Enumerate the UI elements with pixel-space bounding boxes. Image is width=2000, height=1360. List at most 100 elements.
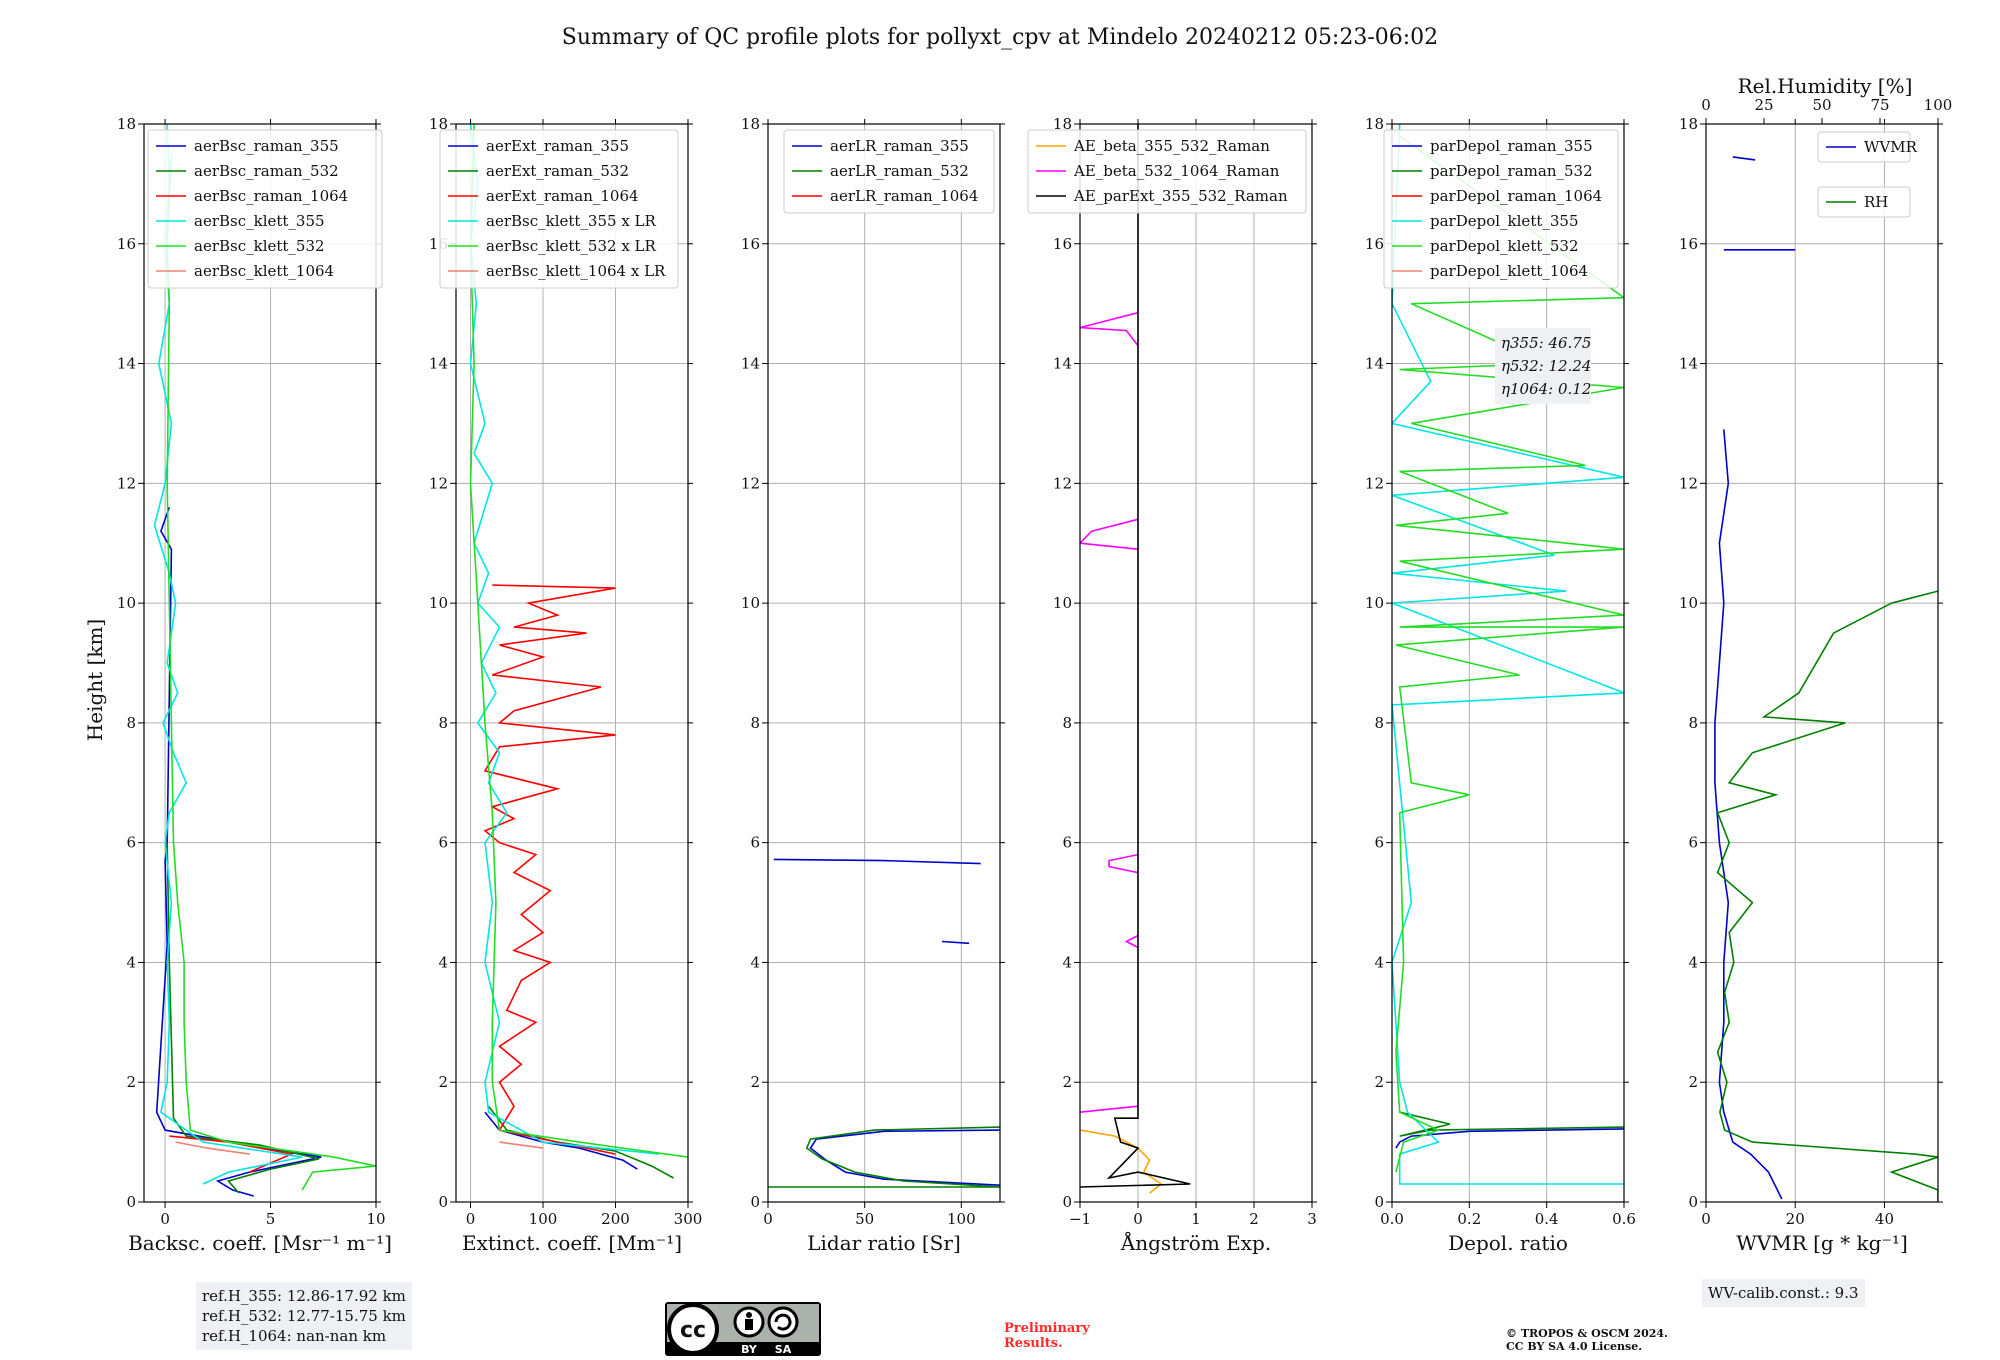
x-axis-label: WVMR [g * kg⁻¹]	[1736, 1231, 1908, 1255]
series-line-ae-beta-532-1064-raman	[1080, 1105, 1139, 1113]
x-axis-label: Extinct. coeff. [Mm⁻¹]	[462, 1231, 682, 1255]
rh-axis-label: Rel.Humidity [%]	[1738, 74, 1913, 98]
rh-tick-label: 100	[1924, 96, 1953, 114]
legend-entry: aerBsc_klett_532 x LR	[486, 237, 657, 255]
series-line-ae-parext-355-532-raman	[1080, 124, 1191, 1188]
series-line-aerlr-raman-532	[805, 1126, 1000, 1188]
y-tick-label: 0	[750, 1193, 760, 1211]
x-tick-label: 2	[1249, 1210, 1259, 1228]
y-tick-label: 10	[429, 594, 448, 612]
series-line-aerbsc-klett-1064-x-lr	[499, 1141, 544, 1149]
x-axis-label: Lidar ratio [Sr]	[807, 1231, 961, 1255]
y-tick-label: 4	[438, 953, 448, 971]
x-tick-label: 40	[1875, 1210, 1894, 1228]
plot-frame	[767, 123, 1001, 1203]
ref-height-532: ref.H_532: 12.77-15.75 km	[202, 1307, 406, 1325]
y-tick-label: 14	[1679, 355, 1698, 373]
panel-wvmr: 0 20 40 0 2 4 6 8 10 12 14 16 18 WVMR [g * kg⁻¹] WVMR R…	[1679, 115, 1943, 1255]
y-tick-label: 4	[1374, 953, 1384, 971]
y-tick-label: 18	[1679, 115, 1698, 133]
figure-title: Summary of QC profile plots for pollyxt_…	[562, 25, 1438, 50]
license-by: BY	[741, 1343, 758, 1356]
legend-entry: aerBsc_klett_355 x LR	[486, 212, 657, 230]
legend-entry: aerExt_raman_532	[486, 162, 629, 180]
y-tick-label: 14	[741, 355, 760, 373]
series-line-aerlr-raman-355	[809, 1129, 1000, 1186]
eta-532: η532: 12.24	[1501, 357, 1591, 375]
cc-license-badge: cc BY SA	[665, 1302, 821, 1356]
legend-entry: AE_beta_532_1064_Raman	[1073, 162, 1280, 180]
legend-entry: parDepol_raman_1064	[1430, 187, 1602, 205]
legend-entry: aerBsc_klett_1064 x LR	[486, 262, 666, 280]
x-tick-label: 5	[266, 1210, 276, 1228]
y-tick-label: 10	[117, 594, 136, 612]
x-tick-label: 300	[674, 1210, 703, 1228]
legend-entry: aerBsc_klett_532	[194, 237, 325, 255]
series-line-pardepol-klett-532	[1395, 135, 1624, 1173]
series-line-ae-beta-532-1064-raman	[1108, 853, 1139, 874]
series-line-aerext-raman-355	[484, 1111, 638, 1170]
legend-entry: aerExt_raman_355	[486, 137, 629, 155]
y-tick-label: 8	[1374, 714, 1384, 732]
legend-entry: parDepol_klett_355	[1430, 212, 1579, 230]
rh-tick-label: 75	[1870, 96, 1889, 114]
panel-lidar-ratio: 0 50 100 0 2 4 6 8 10 12 14 16 18 Lidar ratio [Sr] aer…	[741, 115, 1005, 1255]
preliminary-line2: Results.	[1004, 1336, 1063, 1351]
reference-heights-box: ref.H_355: 12.86-17.92 km ref.H_532: 12.…	[196, 1282, 412, 1350]
series-line-ae-beta-532-1064-raman	[1124, 934, 1139, 949]
x-tick-label: 0	[1133, 1210, 1143, 1228]
rh-tick-label: 25	[1754, 96, 1773, 114]
legend-entry: AE_beta_355_532_Raman	[1073, 137, 1270, 155]
y-tick-label: 2	[126, 1073, 136, 1091]
legend-entry: aerLR_raman_1064	[830, 187, 978, 205]
legend-entry: parDepol_raman_532	[1430, 162, 1593, 180]
y-tick-label: 8	[126, 714, 136, 732]
series-line-aerbsc-raman-532	[166, 842, 320, 1194]
legend: aerExt_raman_355 aerExt_raman_532 aerExt_r…	[439, 129, 679, 289]
y-tick-label: 4	[750, 953, 760, 971]
legend-entry: WVMR	[1864, 138, 1918, 156]
x-tick-label: 0	[160, 1210, 170, 1228]
y-tick-label: 12	[1679, 474, 1698, 492]
y-tick-label: 18	[1365, 115, 1384, 133]
y-tick-label: 6	[126, 834, 136, 852]
copyright-line2: CC BY SA 4.0 License.	[1506, 1340, 1642, 1353]
series-line-aerbsc-raman-355	[155, 507, 322, 1197]
x-tick-label: 1	[1191, 1210, 1201, 1228]
panel-depolarization: 0.0 0.2 0.4 0.6 0 2 4 6 8 10 12 14 16 18 Depol. ratio p…	[1365, 115, 1636, 1255]
x-tick-label: 0.2	[1457, 1210, 1481, 1228]
eta-annotation-box: η355: 46.75 η532: 12.24 η1064: 0.12	[1495, 328, 1591, 404]
ref-height-355: ref.H_355: 12.86-17.92 km	[202, 1287, 406, 1305]
x-tick-label: 200	[601, 1210, 630, 1228]
y-tick-label: 16	[117, 235, 136, 253]
legend-entry: AE_parExt_355_532_Raman	[1073, 187, 1288, 205]
series-line-wvmr	[1714, 429, 1783, 1200]
x-tick-label: 0.6	[1612, 1210, 1636, 1228]
legend-entry: aerBsc_raman_355	[194, 137, 339, 155]
legend-entry: aerExt_raman_1064	[486, 187, 639, 205]
x-tick-label: 50	[855, 1210, 874, 1228]
y-tick-label: 8	[1062, 714, 1072, 732]
x-tick-label: 0.4	[1535, 1210, 1559, 1228]
y-tick-label: 2	[750, 1073, 760, 1091]
x-tick-label: 0	[763, 1210, 773, 1228]
y-tick-label: 16	[1053, 235, 1072, 253]
wv-calibration-constant: WV-calib.const.: 9.3	[1708, 1284, 1859, 1302]
y-tick-label: 2	[1688, 1073, 1698, 1091]
y-tick-label: 12	[1053, 474, 1072, 492]
series-line-aerext-raman-1064	[483, 584, 616, 1155]
y-tick-label: 8	[1688, 714, 1698, 732]
y-tick-label: 10	[1679, 594, 1698, 612]
series-line-aerbsc-klett-355	[153, 124, 303, 1185]
y-tick-label: 0	[1688, 1193, 1698, 1211]
y-tick-label: 0	[1062, 1193, 1072, 1211]
y-tick-label: 4	[1062, 953, 1072, 971]
y-tick-label: 14	[429, 355, 448, 373]
series-line-aerbsc-klett-532-x-lr	[469, 124, 688, 1158]
series-line-aerbsc-klett-1064	[175, 1141, 250, 1155]
legend-entry: RH	[1864, 193, 1888, 211]
y-tick-label: 2	[1374, 1073, 1384, 1091]
x-tick-label: 3	[1307, 1210, 1317, 1228]
rh-top-axis: 0 25 50 75 100	[1701, 96, 1952, 124]
